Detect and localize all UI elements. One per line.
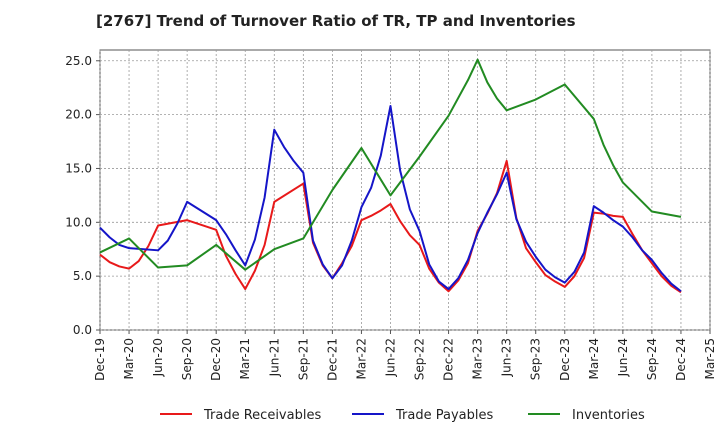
x-tick-label: Sep-20 bbox=[180, 338, 194, 380]
chart-title: [2767] Trend of Turnover Ratio of TR, TP… bbox=[96, 12, 576, 30]
x-tick-label: Dec-23 bbox=[558, 338, 572, 381]
series-line-trade-receivables bbox=[99, 159, 682, 294]
x-tick-label: Sep-21 bbox=[296, 338, 310, 380]
y-tick-label: 0.0 bbox=[73, 323, 92, 337]
x-tick-label: Mar-21 bbox=[238, 338, 252, 379]
x-tick-label: Mar-22 bbox=[354, 338, 368, 379]
x-tick-label: Dec-21 bbox=[325, 338, 339, 381]
y-tick-label: 25.0 bbox=[65, 54, 92, 68]
x-tick-label: Jun-22 bbox=[383, 338, 397, 377]
series-line-trade-payables bbox=[99, 105, 682, 293]
x-tick-label: Dec-19 bbox=[93, 338, 107, 381]
x-tick-label: Sep-24 bbox=[645, 338, 659, 380]
x-tick-label: Jun-21 bbox=[267, 338, 281, 377]
y-tick-label: 15.0 bbox=[65, 161, 92, 175]
x-tick-label: Jun-20 bbox=[151, 338, 165, 377]
y-tick-label: 20.0 bbox=[65, 108, 92, 122]
x-tick-label: Mar-24 bbox=[587, 338, 601, 379]
x-tick-label: Jun-24 bbox=[616, 338, 630, 377]
legend-label: Inventories bbox=[572, 408, 645, 423]
legend-label: Trade Receivables bbox=[203, 408, 321, 423]
legend-label: Trade Payables bbox=[395, 408, 493, 423]
y-tick-label: 10.0 bbox=[65, 215, 92, 229]
x-tick-label: Sep-22 bbox=[413, 338, 427, 380]
x-tick-label: Mar-25 bbox=[703, 338, 717, 379]
x-tick-label: Dec-24 bbox=[674, 338, 688, 381]
x-tick-label: Jun-23 bbox=[500, 338, 514, 377]
x-tick-label: Dec-22 bbox=[442, 338, 456, 381]
series-line-inventories bbox=[99, 58, 682, 271]
x-tick-label: Mar-20 bbox=[122, 338, 136, 379]
y-tick-label: 5.0 bbox=[73, 269, 92, 283]
x-tick-label: Dec-20 bbox=[209, 338, 223, 381]
x-tick-label: Sep-23 bbox=[529, 338, 543, 380]
x-tick-label: Mar-23 bbox=[471, 338, 485, 379]
